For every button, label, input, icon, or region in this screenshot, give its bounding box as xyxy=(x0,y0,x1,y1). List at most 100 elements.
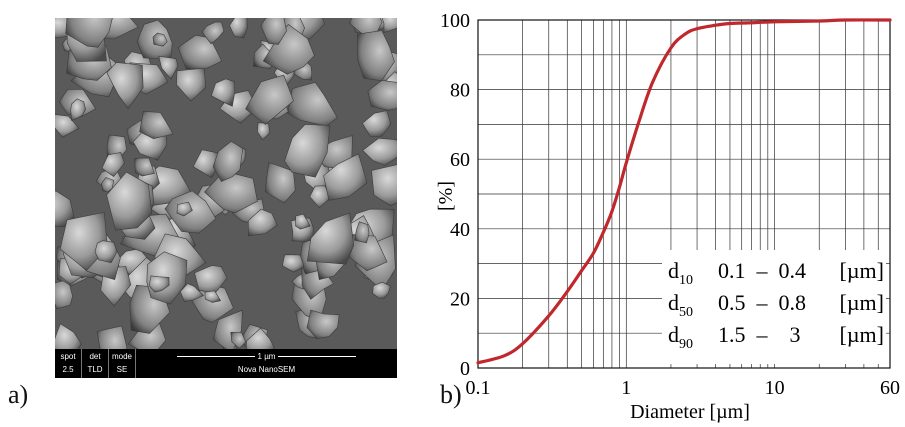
sem-grain xyxy=(204,170,258,214)
y-tick-label: 0 xyxy=(460,358,470,380)
annotation-unit: [µm] xyxy=(840,322,884,347)
sem-grain xyxy=(210,78,236,107)
y-tick-label: 40 xyxy=(450,219,470,241)
sem-grain xyxy=(262,23,315,75)
sem-grain xyxy=(201,21,225,45)
sem-grain xyxy=(152,32,168,47)
x-tick-label: 1 xyxy=(621,377,631,399)
x-axis-label: Diameter [µm] xyxy=(630,401,750,423)
sem-grain xyxy=(176,67,207,102)
sem-grain xyxy=(106,171,153,231)
sem-det-cell: det TLD xyxy=(82,349,109,378)
sem-instrument: Nova NanoSEM xyxy=(237,365,296,374)
sem-grain xyxy=(245,74,294,125)
y-tick-label: 100 xyxy=(440,10,470,32)
sem-grain xyxy=(372,281,391,299)
panel-a-label: a) xyxy=(8,380,29,409)
sem-grain xyxy=(55,190,75,228)
x-tick-label: 10 xyxy=(765,377,785,399)
sem-grain-texture xyxy=(55,18,397,349)
annotation-range: 0.1 – 0.4 xyxy=(718,258,806,283)
sem-grain xyxy=(371,164,397,207)
annotation-unit: [µm] xyxy=(840,290,884,315)
sem-grain xyxy=(65,18,113,48)
sem-spot-label: spot xyxy=(60,352,76,361)
sem-grain xyxy=(230,331,246,349)
sem-info-bar: spot 2.5 det TLD mode SE 1 µm Nova NanoS… xyxy=(55,349,397,378)
sem-spot-cell: spot 2.5 xyxy=(55,349,82,378)
y-tick-labels: 0 20 40 60 80 100 xyxy=(440,10,470,380)
annotation-d50: d50 xyxy=(668,290,693,320)
sem-grain xyxy=(362,110,392,137)
sem-scale-label: 1 µm xyxy=(257,352,276,361)
sem-grain xyxy=(101,152,125,178)
sem-grain xyxy=(55,323,82,349)
sem-scale-bar: 1 µm xyxy=(136,352,397,361)
y-axis-label: [%] xyxy=(435,181,457,211)
legend-box-background xyxy=(662,250,886,364)
diameter-annotations: d10 0.1 – 0.4 [µm] d50 0.5 – 0.8 [µm] d90 1.5 –… xyxy=(668,258,884,352)
annotation-range: 0.5 – 0.8 xyxy=(718,290,806,315)
sem-grain xyxy=(94,240,118,264)
y-tick-label: 60 xyxy=(450,149,470,171)
annotation-d90: d90 xyxy=(668,322,693,352)
x-tick-label: 0.1 xyxy=(466,377,491,399)
sem-grain xyxy=(134,157,155,177)
sem-grain xyxy=(357,30,395,82)
sem-grain xyxy=(70,98,86,122)
sem-grain xyxy=(323,153,368,201)
sem-grain xyxy=(245,327,276,349)
sem-grain xyxy=(55,114,80,138)
sem-grain xyxy=(381,18,397,34)
sem-det-value: TLD xyxy=(87,365,103,374)
sem-grain xyxy=(362,137,397,166)
sem-grain xyxy=(229,18,248,39)
sem-grain xyxy=(367,79,397,111)
sem-grain xyxy=(309,185,331,209)
plot-frame xyxy=(477,19,891,369)
sem-grain xyxy=(101,177,115,193)
sem-grain xyxy=(106,62,144,110)
sem-grain xyxy=(306,309,340,339)
annotation-range: 1.5 – 3 xyxy=(718,322,801,347)
series-layer xyxy=(476,18,892,365)
legend-box xyxy=(662,250,886,364)
sem-grain xyxy=(284,124,331,178)
sem-scale-cell: 1 µm Nova NanoSEM xyxy=(136,349,397,378)
sem-grain xyxy=(158,55,179,80)
sem-grain xyxy=(282,254,305,273)
sem-grain xyxy=(176,201,193,217)
sem-grain xyxy=(257,122,271,141)
sem-grain xyxy=(212,141,244,182)
y-tick-label: 20 xyxy=(450,288,470,310)
sem-grain xyxy=(264,161,296,204)
sem-mode-cell: mode SE xyxy=(109,349,136,378)
sem-mode-label: mode xyxy=(111,352,132,361)
annotation-unit: [µm] xyxy=(840,258,884,283)
sem-grain xyxy=(295,213,311,230)
sem-mode-value: SE xyxy=(116,365,128,374)
sem-grain xyxy=(139,110,174,140)
annotation-d10: d10 xyxy=(668,258,693,288)
sem-spot-value: 2.5 xyxy=(62,365,74,374)
sem-micrograph: spot 2.5 det TLD mode SE 1 µm Nova NanoS… xyxy=(55,18,397,378)
sem-grain xyxy=(248,208,278,237)
sem-grain xyxy=(306,212,355,265)
sem-grain xyxy=(260,18,287,45)
sem-grain xyxy=(128,321,167,349)
sem-grain xyxy=(354,221,370,244)
particle-size-chart: 0 20 40 60 80 100 0.1 1 10 60 [%] Diameter [µm] … xyxy=(430,0,905,423)
sem-grain xyxy=(59,211,108,271)
panel-b-label: b) xyxy=(440,380,462,409)
sem-grain xyxy=(55,280,73,310)
cumulative-distribution-line xyxy=(476,18,892,365)
sem-grain xyxy=(204,290,222,303)
sem-grain xyxy=(148,275,170,293)
x-tick-label: 60 xyxy=(880,377,900,399)
sem-grain xyxy=(96,325,128,349)
x-tick-labels: 0.1 1 10 60 xyxy=(466,377,901,399)
sem-image xyxy=(55,18,397,349)
y-tick-label: 80 xyxy=(450,80,470,102)
sem-det-label: det xyxy=(89,352,101,361)
